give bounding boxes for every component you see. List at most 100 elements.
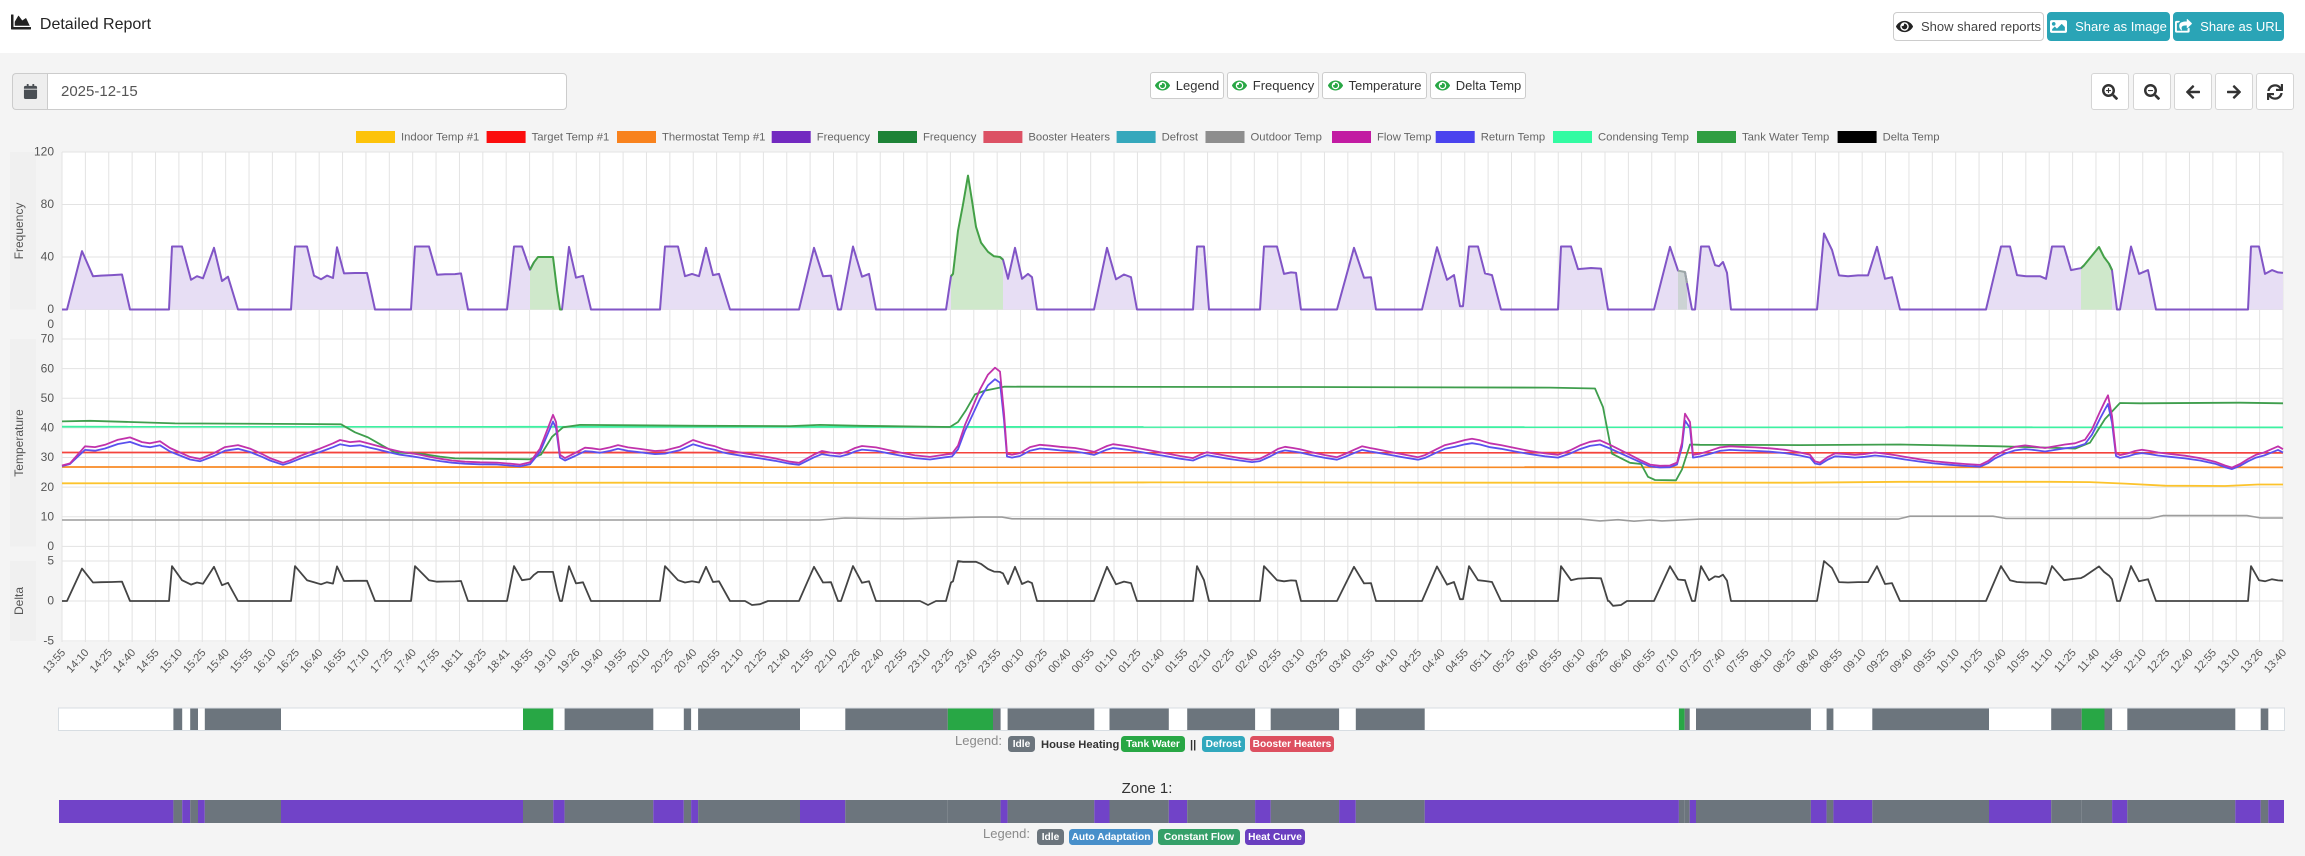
svg-text:Constant Flow: Constant Flow: [1164, 832, 1234, 843]
svg-text:40: 40: [41, 250, 55, 264]
svg-text:04:10: 04:10: [1373, 647, 1400, 675]
svg-text:10:10: 10:10: [1935, 647, 1962, 675]
svg-text:0: 0: [47, 594, 54, 608]
svg-text:0: 0: [47, 317, 54, 331]
svg-text:01:10: 01:10: [1093, 647, 1120, 675]
svg-text:00:25: 00:25: [1023, 647, 1050, 675]
svg-text:Frequency: Frequency: [923, 131, 977, 143]
svg-text:05:11: 05:11: [1468, 647, 1495, 675]
svg-text:05:25: 05:25: [1490, 647, 1517, 675]
svg-text:01:25: 01:25: [1116, 647, 1143, 675]
svg-text:16:55: 16:55: [321, 647, 348, 675]
svg-text:20: 20: [41, 480, 55, 494]
svg-text:11:10: 11:10: [2029, 647, 2056, 675]
svg-text:Delta: Delta: [12, 587, 26, 615]
svg-text:0: 0: [47, 539, 54, 553]
svg-text:Booster Heaters: Booster Heaters: [1253, 739, 1332, 750]
svg-text:17:25: 17:25: [368, 647, 395, 675]
svg-text:03:10: 03:10: [1280, 647, 1307, 675]
svg-text:10:25: 10:25: [1958, 647, 1985, 675]
svg-text:Frequency: Frequency: [817, 131, 871, 143]
svg-text:Defrost: Defrost: [1206, 739, 1242, 750]
svg-text:08:55: 08:55: [1818, 647, 1845, 675]
svg-text:10:55: 10:55: [2005, 647, 2032, 675]
svg-text:11:56: 11:56: [2099, 647, 2126, 675]
svg-text:13:10: 13:10: [2215, 647, 2242, 675]
svg-text:05:40: 05:40: [1514, 647, 1541, 675]
svg-text:18:11: 18:11: [439, 647, 466, 675]
svg-text:||: ||: [1190, 739, 1196, 751]
svg-text:09:10: 09:10: [1841, 647, 1868, 675]
svg-text:20:10: 20:10: [625, 647, 652, 675]
svg-text:Thermostat Temp #1: Thermostat Temp #1: [662, 131, 765, 143]
svg-text:08:40: 08:40: [1794, 647, 1821, 675]
svg-text:17:40: 17:40: [392, 647, 419, 675]
svg-text:21:25: 21:25: [742, 647, 769, 675]
svg-text:Indoor Temp #1: Indoor Temp #1: [401, 131, 479, 143]
svg-text:03:40: 03:40: [1327, 647, 1354, 675]
svg-text:10:40: 10:40: [1981, 647, 2008, 675]
svg-text:Return Temp: Return Temp: [1481, 131, 1545, 143]
svg-text:Condensing Temp: Condensing Temp: [1598, 131, 1689, 143]
svg-text:15:40: 15:40: [205, 647, 232, 675]
svg-text:80: 80: [41, 197, 55, 211]
svg-text:Target Temp #1: Target Temp #1: [532, 131, 610, 143]
svg-text:02:55: 02:55: [1257, 647, 1284, 675]
svg-text:06:25: 06:25: [1584, 647, 1611, 675]
svg-text:13:55: 13:55: [41, 647, 68, 675]
svg-text:22:10: 22:10: [812, 647, 839, 675]
svg-text:07:40: 07:40: [1701, 647, 1728, 675]
svg-text:12:40: 12:40: [2168, 647, 2195, 675]
svg-text:01:55: 01:55: [1163, 647, 1190, 675]
svg-text:16:25: 16:25: [275, 647, 302, 675]
svg-text:09:55: 09:55: [1911, 647, 1938, 675]
svg-text:70: 70: [41, 332, 55, 346]
svg-text:21:55: 21:55: [789, 647, 816, 675]
svg-text:Heat Curve: Heat Curve: [1248, 832, 1302, 843]
svg-text:16:10: 16:10: [251, 647, 278, 675]
svg-text:60: 60: [41, 361, 55, 375]
svg-text:23:25: 23:25: [929, 647, 956, 675]
svg-text:00:10: 00:10: [999, 647, 1026, 675]
svg-text:09:40: 09:40: [1888, 647, 1915, 675]
svg-text:Booster Heaters: Booster Heaters: [1028, 131, 1110, 143]
svg-text:50: 50: [41, 391, 55, 405]
svg-text:22:40: 22:40: [859, 647, 886, 675]
svg-text:11:40: 11:40: [2075, 647, 2102, 675]
svg-text:08:25: 08:25: [1771, 647, 1798, 675]
svg-text:14:40: 14:40: [111, 647, 138, 675]
svg-text:20:40: 20:40: [672, 647, 699, 675]
svg-text:22:26: 22:26: [836, 647, 863, 675]
svg-text:07:25: 07:25: [1677, 647, 1704, 675]
svg-text:11:25: 11:25: [2052, 647, 2079, 675]
svg-text:04:55: 04:55: [1444, 647, 1471, 675]
svg-text:30: 30: [41, 450, 55, 464]
svg-text:Flow Temp: Flow Temp: [1377, 131, 1431, 143]
svg-text:14:55: 14:55: [134, 647, 161, 675]
svg-text:12:55: 12:55: [2192, 647, 2219, 675]
svg-text:05:55: 05:55: [1537, 647, 1564, 675]
svg-text:03:55: 03:55: [1350, 647, 1377, 675]
svg-text:14:25: 14:25: [88, 647, 115, 675]
svg-text:120: 120: [34, 145, 54, 159]
svg-text:20:25: 20:25: [649, 647, 676, 675]
svg-text:02:40: 02:40: [1233, 647, 1260, 675]
svg-text:06:10: 06:10: [1560, 647, 1587, 675]
svg-text:Zone 1:: Zone 1:: [1122, 780, 1173, 797]
svg-text:07:10: 07:10: [1654, 647, 1681, 675]
svg-text:13:26: 13:26: [2238, 647, 2265, 675]
svg-text:Idle: Idle: [1013, 739, 1031, 750]
svg-text:04:25: 04:25: [1397, 647, 1424, 675]
svg-text:17:10: 17:10: [345, 647, 372, 675]
svg-text:01:40: 01:40: [1140, 647, 1167, 675]
svg-text:22:55: 22:55: [882, 647, 909, 675]
svg-text:06:40: 06:40: [1607, 647, 1634, 675]
svg-text:19:55: 19:55: [602, 647, 629, 675]
svg-text:13:40: 13:40: [2262, 647, 2289, 675]
svg-text:09:25: 09:25: [1864, 647, 1891, 675]
svg-text:19:26: 19:26: [555, 647, 582, 675]
svg-text:18:25: 18:25: [462, 647, 489, 675]
svg-text:10: 10: [41, 509, 55, 523]
svg-text:Auto Adaptation: Auto Adaptation: [1072, 832, 1151, 843]
svg-text:Tank Water: Tank Water: [1126, 739, 1180, 750]
